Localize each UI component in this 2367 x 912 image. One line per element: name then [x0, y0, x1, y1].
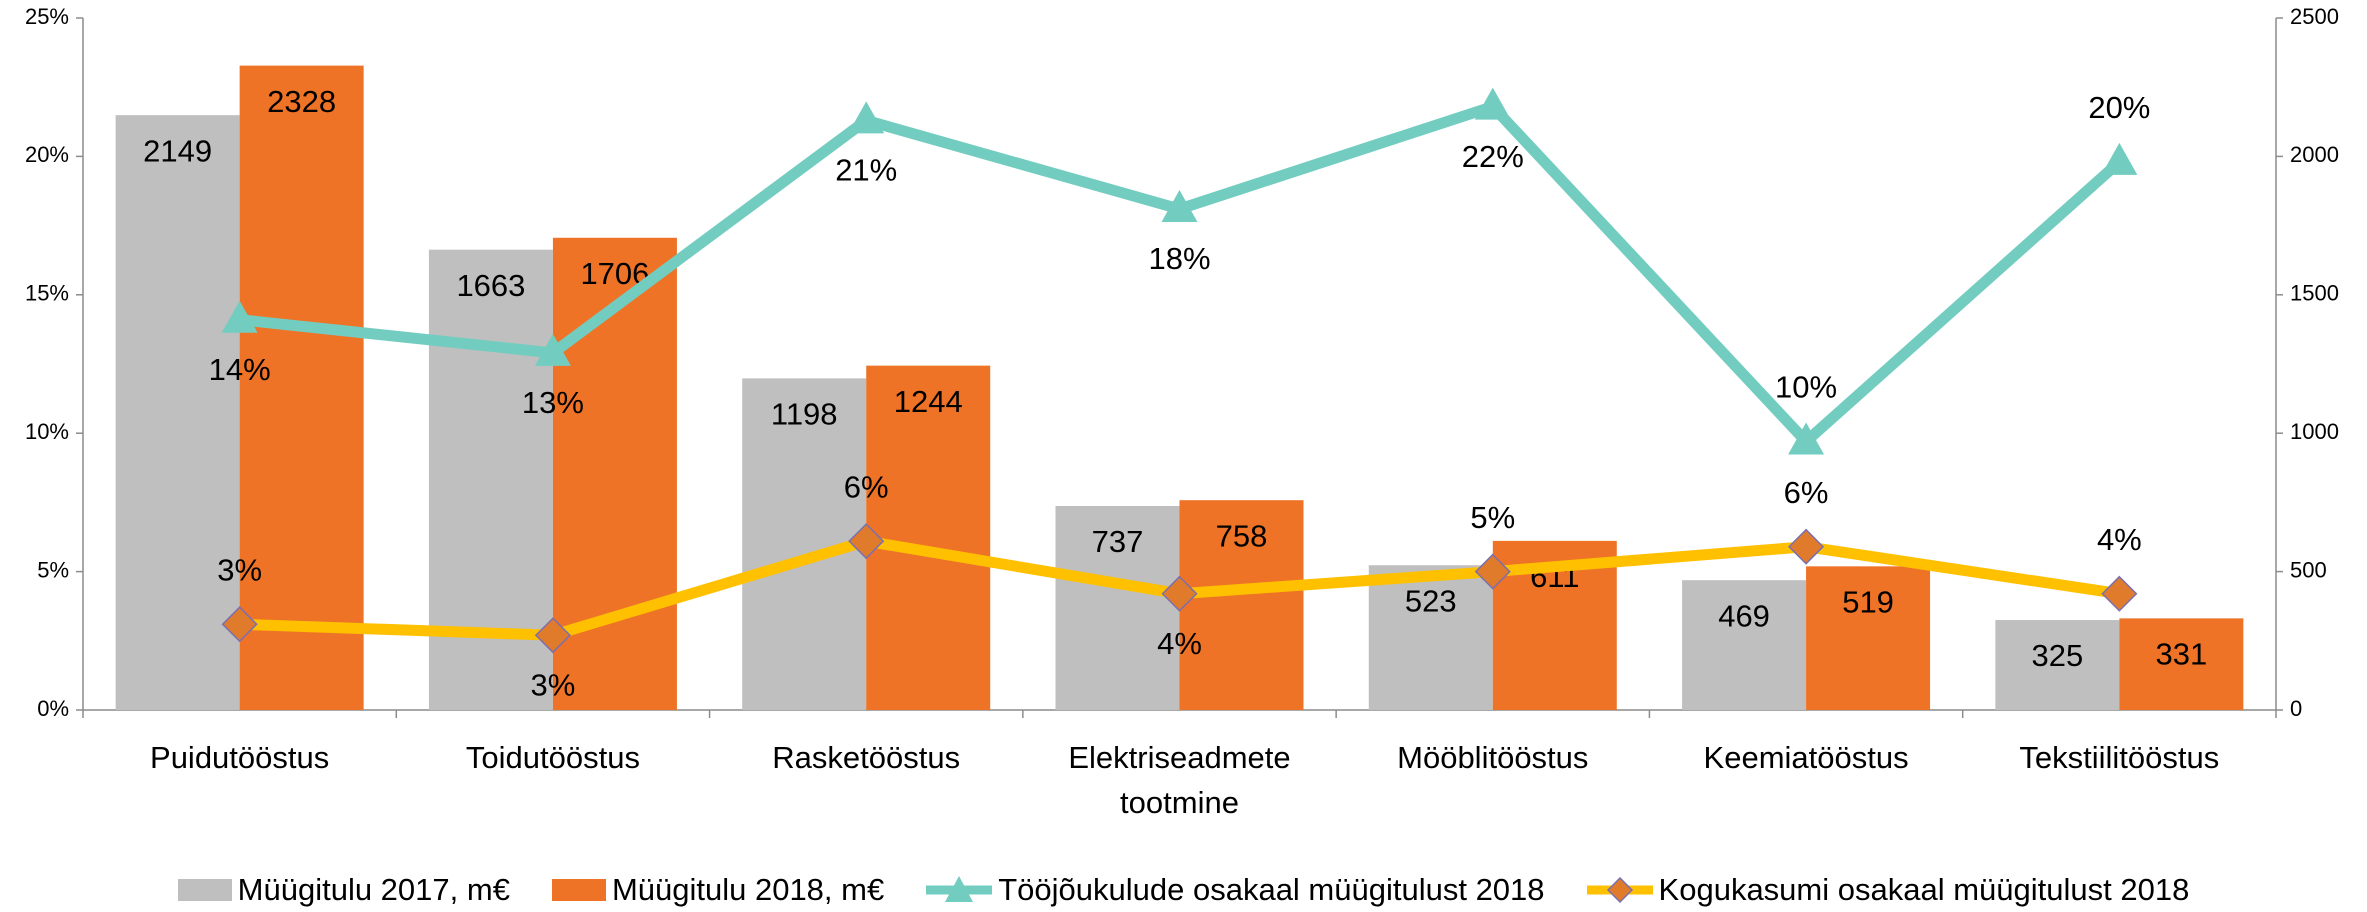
marker: [1161, 575, 1198, 612]
y2-tick-label: 1000: [2290, 419, 2339, 444]
marker: [848, 523, 885, 560]
x-tick-label: Elektriseadmete tootmine: [1068, 740, 1291, 820]
marker: [1161, 189, 1198, 222]
legend-item: Tööjõukulude osakaal müügitulust 2018: [926, 872, 1545, 908]
line-value-label: 3%: [217, 552, 262, 587]
line-value-label: 20%: [2088, 90, 2150, 125]
legend-label: Tööjõukulude osakaal müügitulust 2018: [998, 872, 1545, 907]
y-tick-label: 25%: [25, 4, 69, 29]
y2-tick-label: 1500: [2290, 281, 2339, 306]
line-value-label: 18%: [1148, 241, 1210, 276]
marker: [2101, 142, 2138, 175]
line-value-label: 22%: [1462, 139, 1524, 174]
legend-item: Kogukasumi osakaal müügitulust 2018: [1586, 872, 2190, 908]
line-value-label: 14%: [209, 352, 271, 387]
marker: [1788, 528, 1825, 565]
bar: [1368, 565, 1493, 710]
legend-label: Müügitulu 2017, m€: [237, 872, 510, 907]
bar: [1995, 620, 2120, 710]
y-tick-label: 10%: [25, 419, 69, 444]
swatch-marker: [1606, 876, 1633, 904]
x-tick-label: Keemiatööstus: [1703, 740, 1909, 775]
bar-value-label: 2149: [143, 133, 212, 168]
y-tick-label: 5%: [37, 557, 69, 582]
bar-value-label: 1244: [894, 384, 963, 419]
line-value-label: 10%: [1775, 370, 1837, 405]
legend-item: Müügitulu 2018, m€: [551, 872, 885, 908]
y2-tick-label: 0: [2290, 696, 2302, 721]
line-value-label: 6%: [844, 469, 889, 504]
marker: [848, 101, 885, 134]
y2-tick-label: 2000: [2290, 142, 2339, 167]
x-tick-label: Mööblitööstus: [1397, 740, 1589, 775]
legend-swatch: [177, 879, 232, 901]
legend-swatch: [551, 879, 606, 901]
x-tick-label: Toidutööstus: [465, 740, 640, 775]
swatch: [551, 879, 606, 901]
bar-value-label: 469: [1718, 598, 1770, 633]
marker: [534, 617, 571, 654]
x-tick-label: Rasketööstus: [772, 740, 961, 775]
bar: [866, 365, 991, 710]
legend-item: Müügitulu 2017, m€: [177, 872, 510, 908]
line-value-label: 4%: [2097, 522, 2142, 557]
marker: [1788, 422, 1825, 455]
bar: [1055, 505, 1180, 710]
bar: [1179, 500, 1304, 710]
x-tick-label: Tekstiilitööstus: [2019, 740, 2220, 775]
swatch: [177, 879, 232, 901]
bar: [428, 249, 553, 711]
bar: [1682, 580, 1807, 710]
bar-value-label: 523: [1405, 583, 1457, 618]
marker: [2101, 575, 2138, 612]
bar-value-label: 2328: [267, 84, 336, 119]
legend-swatch: [1586, 876, 1653, 904]
legend: Müügitulu 2017, m€ Müügitulu 2018, m€ Tööj…: [0, 872, 2367, 908]
legend-swatch: [926, 876, 993, 902]
y2-tick-label: 500: [2290, 557, 2327, 582]
bar: [115, 115, 240, 710]
line-value-label: 5%: [1470, 500, 1515, 535]
bar-value-label: 519: [1842, 585, 1894, 620]
legend-label: Müügitulu 2018, m€: [611, 872, 885, 907]
line-value-label: 3%: [531, 667, 576, 702]
marker: [1474, 553, 1511, 590]
x-tick-label: Puidutööstus: [150, 740, 330, 775]
bar-value-label: 737: [1092, 524, 1144, 559]
bar: [2119, 618, 2244, 710]
line-value-label: 4%: [1157, 626, 1202, 661]
marker: [221, 300, 258, 333]
bar-value-label: 1198: [771, 397, 838, 432]
bar: [239, 65, 364, 710]
y-tick-label: 15%: [25, 281, 69, 306]
swatch-marker: [945, 876, 974, 902]
y-tick-label: 0%: [37, 696, 69, 721]
marker: [534, 333, 571, 366]
bar-value-label: 331: [2155, 637, 2207, 672]
legend-label: Kogukasumi osakaal müügitulust 2018: [1658, 872, 2190, 907]
bar-value-label: 1663: [456, 268, 525, 303]
bar: [1806, 566, 1931, 710]
line-value-label: 21%: [835, 153, 897, 188]
y-tick-label: 20%: [25, 142, 69, 167]
marker: [221, 606, 258, 643]
marker: [1474, 87, 1511, 120]
bar-value-label: 758: [1216, 518, 1268, 553]
y2-tick-label: 2500: [2290, 4, 2339, 29]
line-value-label: 6%: [1784, 475, 1829, 510]
bar-value-label: 325: [2031, 638, 2083, 673]
line-value-label: 13%: [522, 385, 584, 420]
